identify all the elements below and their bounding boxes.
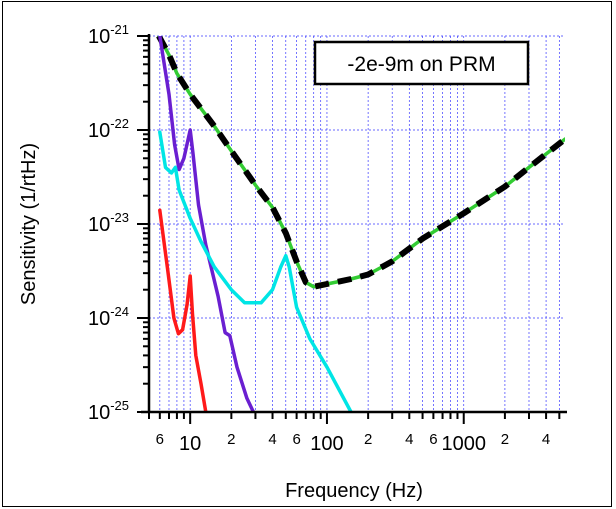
x-axis-label: Frequency (Hz) [285,480,423,502]
x-tick-label-major: 1000 [441,433,486,455]
grid-lines [148,35,565,413]
series-line-3 [158,36,256,412]
series-line-2 [156,36,565,290]
y-tick-label: 10-25 [88,398,129,424]
x-tick-label-minor: 2 [227,431,235,448]
x-tick-label-minor: 6 [156,431,164,448]
data-series [156,36,565,412]
x-tick-label-minor: 2 [364,431,372,448]
axes [137,34,567,424]
annotation-text: -2e-9m on PRM [347,53,495,76]
x-tick-label-minor: 4 [405,431,413,448]
annotation-box: -2e-9m on PRM [313,40,530,86]
y-tick-label: 10-22 [88,116,129,142]
x-tick-label-minor: 4 [268,431,276,448]
y-axis-label: Sensitivity (1/rtHz) [18,143,40,305]
x-tick-label-minor: 6 [429,431,437,448]
x-tick-label-minor: 6 [292,431,300,448]
x-tick-label-major: 10 [179,433,201,455]
x-tick-label-major: 100 [310,433,343,455]
y-tick-label: 10-23 [88,210,129,236]
series-line-5 [158,208,208,412]
y-tick-label: 10-21 [88,22,129,48]
x-tick-label-minor: 4 [542,431,550,448]
y-tick-label: 10-24 [88,304,129,330]
x-tick-label-minor: 2 [501,431,509,448]
series-line-4 [158,130,353,412]
